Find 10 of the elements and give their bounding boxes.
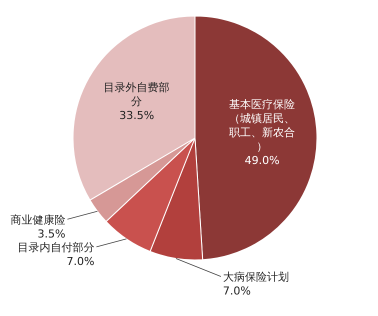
slice-label: 基本医疗保险（城镇居民、职工、新农合） [229, 98, 296, 153]
data-label: 7.0% [66, 254, 94, 268]
slice-label: 目录外自费部分 [104, 80, 170, 108]
data-label: 7.0% [222, 284, 251, 298]
data-label: 49.0% [244, 154, 280, 167]
data-label: 33.5% [119, 108, 154, 122]
slice-label: 目录内自付部分 [17, 240, 94, 254]
slice-label: 大病保险计划 [222, 270, 289, 284]
data-label: 3.5% [37, 227, 66, 240]
slice-label: 商业健康险 [10, 213, 66, 226]
